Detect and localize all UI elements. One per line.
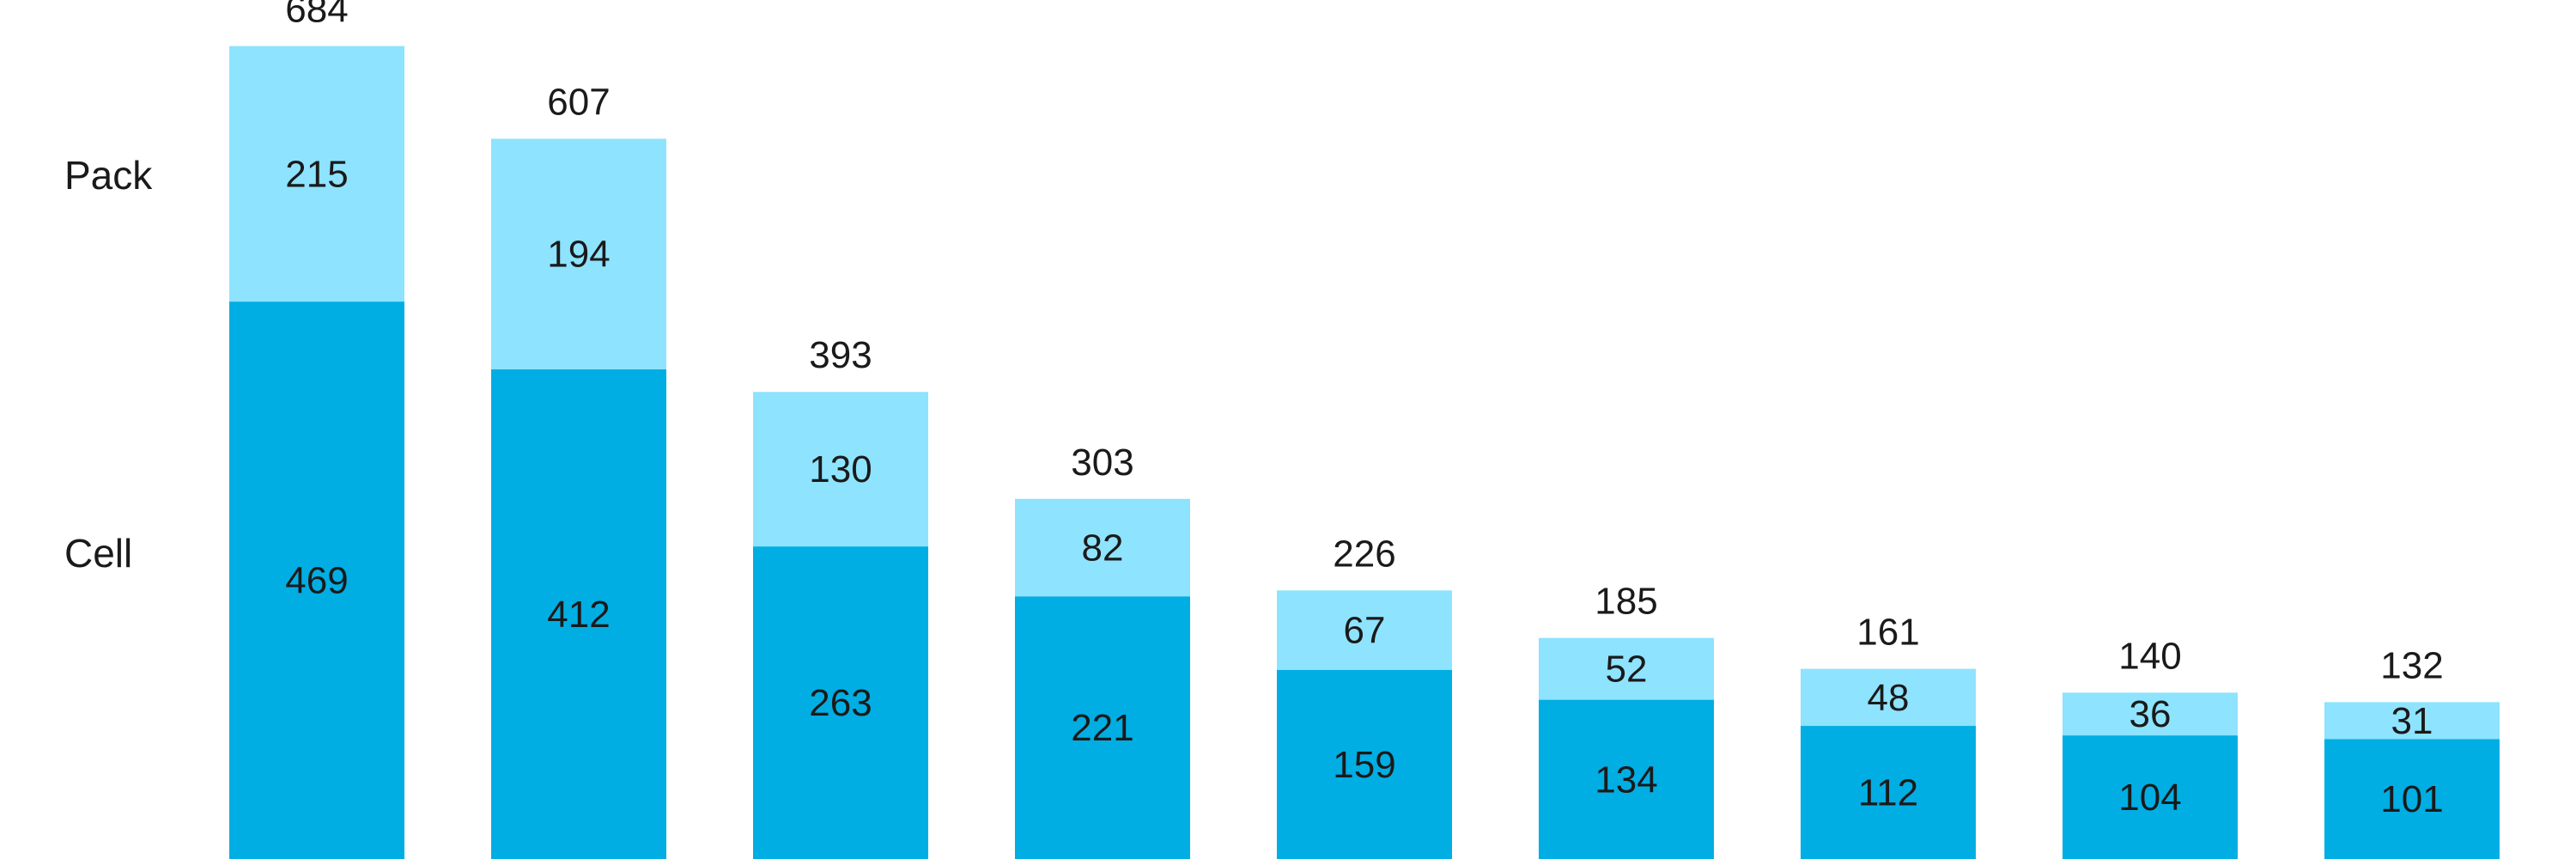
pack-value-label-8: 36 <box>2129 693 2172 735</box>
total-label-7: 161 <box>1856 612 1919 654</box>
pack-value-label-5: 67 <box>1344 610 1386 652</box>
bar-pack-9 <box>2324 702 2500 740</box>
pack-value-label-7: 48 <box>1868 677 1910 719</box>
bar-cell-6 <box>1539 699 1714 859</box>
cell-value-label-1: 469 <box>285 560 348 602</box>
total-label-5: 226 <box>1333 533 1395 575</box>
cell-value-label-7: 112 <box>1858 772 1918 814</box>
bar-cell-8 <box>2063 735 2238 859</box>
bar-pack-3 <box>753 392 928 547</box>
legend-label-cell: Cell <box>64 531 132 576</box>
total-label-9: 132 <box>2380 644 2443 686</box>
bar-pack-6 <box>1539 637 1714 700</box>
bar-cell-9 <box>2324 739 2500 859</box>
pack-value-label-4: 82 <box>1082 527 1124 569</box>
pack-value-label-2: 194 <box>547 234 610 276</box>
bar-pack-5 <box>1277 590 1452 671</box>
bar-cell-4 <box>1015 596 1190 859</box>
cell-value-label-5: 159 <box>1333 744 1395 786</box>
total-label-2: 607 <box>547 82 610 124</box>
bar-cell-2 <box>491 369 666 859</box>
total-label-3: 393 <box>809 334 872 376</box>
bar-cell-5 <box>1277 670 1452 859</box>
pack-value-label-1: 215 <box>285 153 348 195</box>
bar-pack-1 <box>229 46 404 302</box>
bar-cell-3 <box>753 546 928 859</box>
total-label-8: 140 <box>2118 635 2181 677</box>
pack-value-label-6: 52 <box>1606 649 1648 691</box>
bar-pack-4 <box>1015 498 1190 597</box>
bar-cell-1 <box>229 302 404 859</box>
cell-value-label-9: 101 <box>2380 778 2443 820</box>
legend-label-pack: Pack <box>64 153 153 198</box>
bars-group: 469 215 684 412 194 607 263 130 393 221 82 303 159 67… <box>229 0 2500 859</box>
total-label-1: 684 <box>285 0 348 31</box>
bar-pack-7 <box>1801 668 1976 727</box>
total-label-4: 303 <box>1071 442 1133 484</box>
cell-value-label-3: 263 <box>809 682 872 724</box>
cell-value-label-8: 104 <box>2118 777 2181 819</box>
cell-value-label-4: 221 <box>1071 707 1133 749</box>
cell-value-label-2: 412 <box>547 594 610 636</box>
bar-pack-2 <box>491 138 666 369</box>
pack-value-label-9: 31 <box>2391 700 2433 742</box>
bar-cell-7 <box>1801 726 1976 859</box>
cell-value-label-6: 134 <box>1595 758 1657 801</box>
bar-pack-8 <box>2063 692 2238 736</box>
pack-value-label-3: 130 <box>809 448 872 490</box>
total-label-6: 185 <box>1595 581 1657 623</box>
